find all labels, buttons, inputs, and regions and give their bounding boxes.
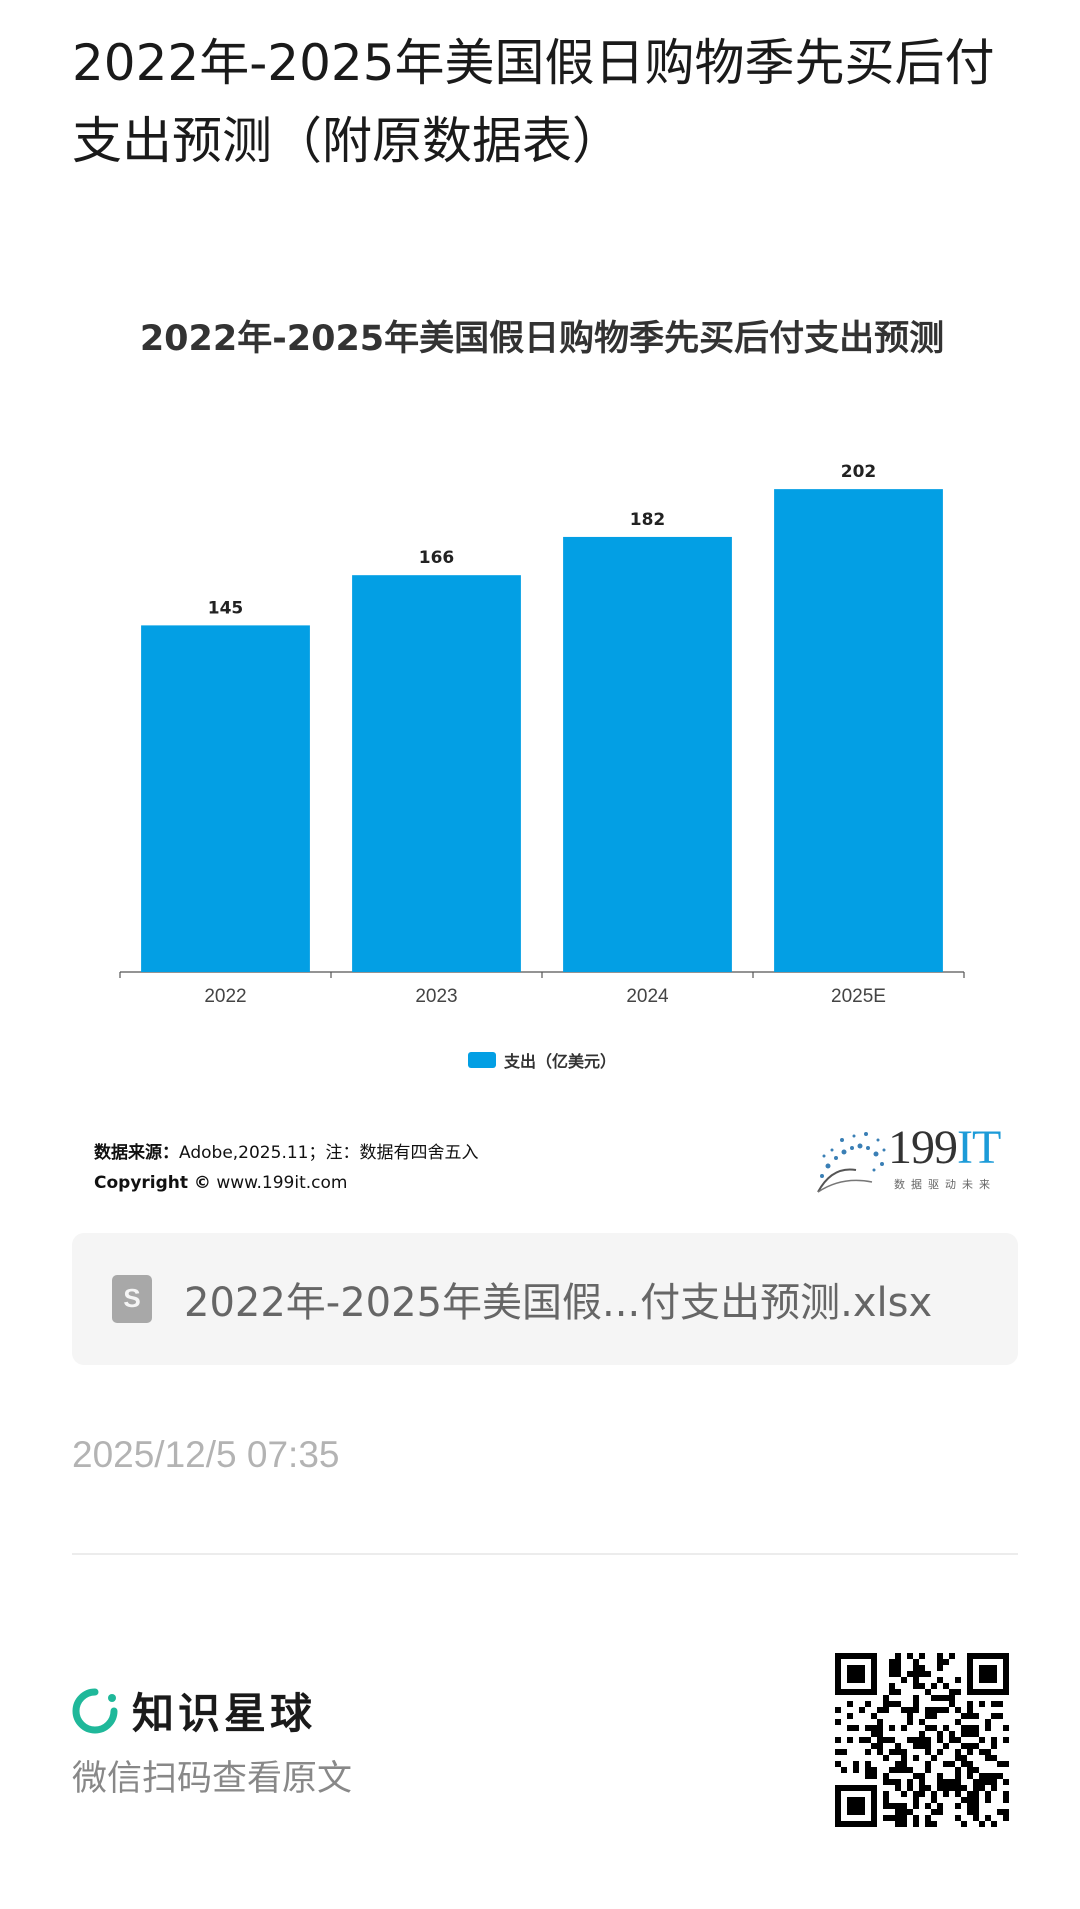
ring-logo-icon: [72, 1688, 118, 1733]
qr-code-icon[interactable]: [835, 1653, 1009, 1827]
dandelion-icon: [817, 1132, 886, 1193]
data-label-2023: 166: [419, 548, 455, 568]
source-label: 数据来源：: [94, 1143, 179, 1163]
bar-2024: [563, 536, 732, 972]
page-title: 2022年-2025年美国假日购物季先买后付支出预测（附原数据表）: [72, 34, 995, 170]
attachment-file-name: 2022年-2025年美国假...付支出预测.xlsx: [184, 1280, 933, 1326]
spreadsheet-file-icon: [112, 1275, 152, 1323]
attachment-card[interactable]: 2022年-2025年美国假...付支出预测.xlsx: [72, 1233, 1018, 1365]
brand-logo-text: 199IT: [888, 1121, 1001, 1174]
footer-brand: 知识星球: [72, 1680, 316, 1741]
copyright-url[interactable]: www.199it.com: [216, 1173, 348, 1193]
chart-title: 2022年-2025年美国假日购物季先买后付支出预测: [139, 319, 945, 359]
bar-2022: [141, 625, 310, 972]
brand-logo-199it: 199IT 数据驱动未来: [812, 1118, 1012, 1198]
x-tick-label-2023: 2023: [415, 986, 457, 1007]
brand-slogan: 数据驱动未来: [894, 1178, 996, 1191]
legend-label: 支出（亿美元）: [503, 1052, 616, 1071]
x-tick-label-2022: 2022: [204, 986, 246, 1007]
source-note: 数据来源：Adobe,2025.11；注：数据有四舍五入 Copyright ©…: [94, 1138, 478, 1198]
bar-2025E: [774, 489, 943, 972]
source-text: Adobe,2025.11；注：数据有四舍五入: [179, 1143, 479, 1163]
divider: [72, 1553, 1018, 1555]
post-timestamp: 2025/12/5 07:35: [72, 1434, 340, 1475]
scan-hint: 微信扫码查看原文: [72, 1759, 353, 1799]
legend-swatch: [467, 1052, 496, 1068]
chart-legend: 支出（亿美元）: [72, 1048, 1012, 1072]
x-tick-label-2025E: 2025E: [831, 986, 886, 1007]
data-label-2022: 145: [208, 598, 244, 618]
x-tick-label-2024: 2024: [626, 986, 669, 1007]
data-label-2025E: 202: [841, 462, 877, 482]
bar-2023: [352, 575, 521, 972]
footer-brand-name: 知识星球: [132, 1689, 317, 1738]
bar-chart: 145 2022 166 2023 182 2024 202 2025E: [119, 462, 965, 1007]
data-label-2024: 182: [630, 510, 666, 530]
chart-image: 2022年-2025年美国假日购物季先买后付支出预测 145 2022 166 202…: [72, 270, 1012, 1210]
copyright-label: Copyright ©: [94, 1173, 211, 1193]
